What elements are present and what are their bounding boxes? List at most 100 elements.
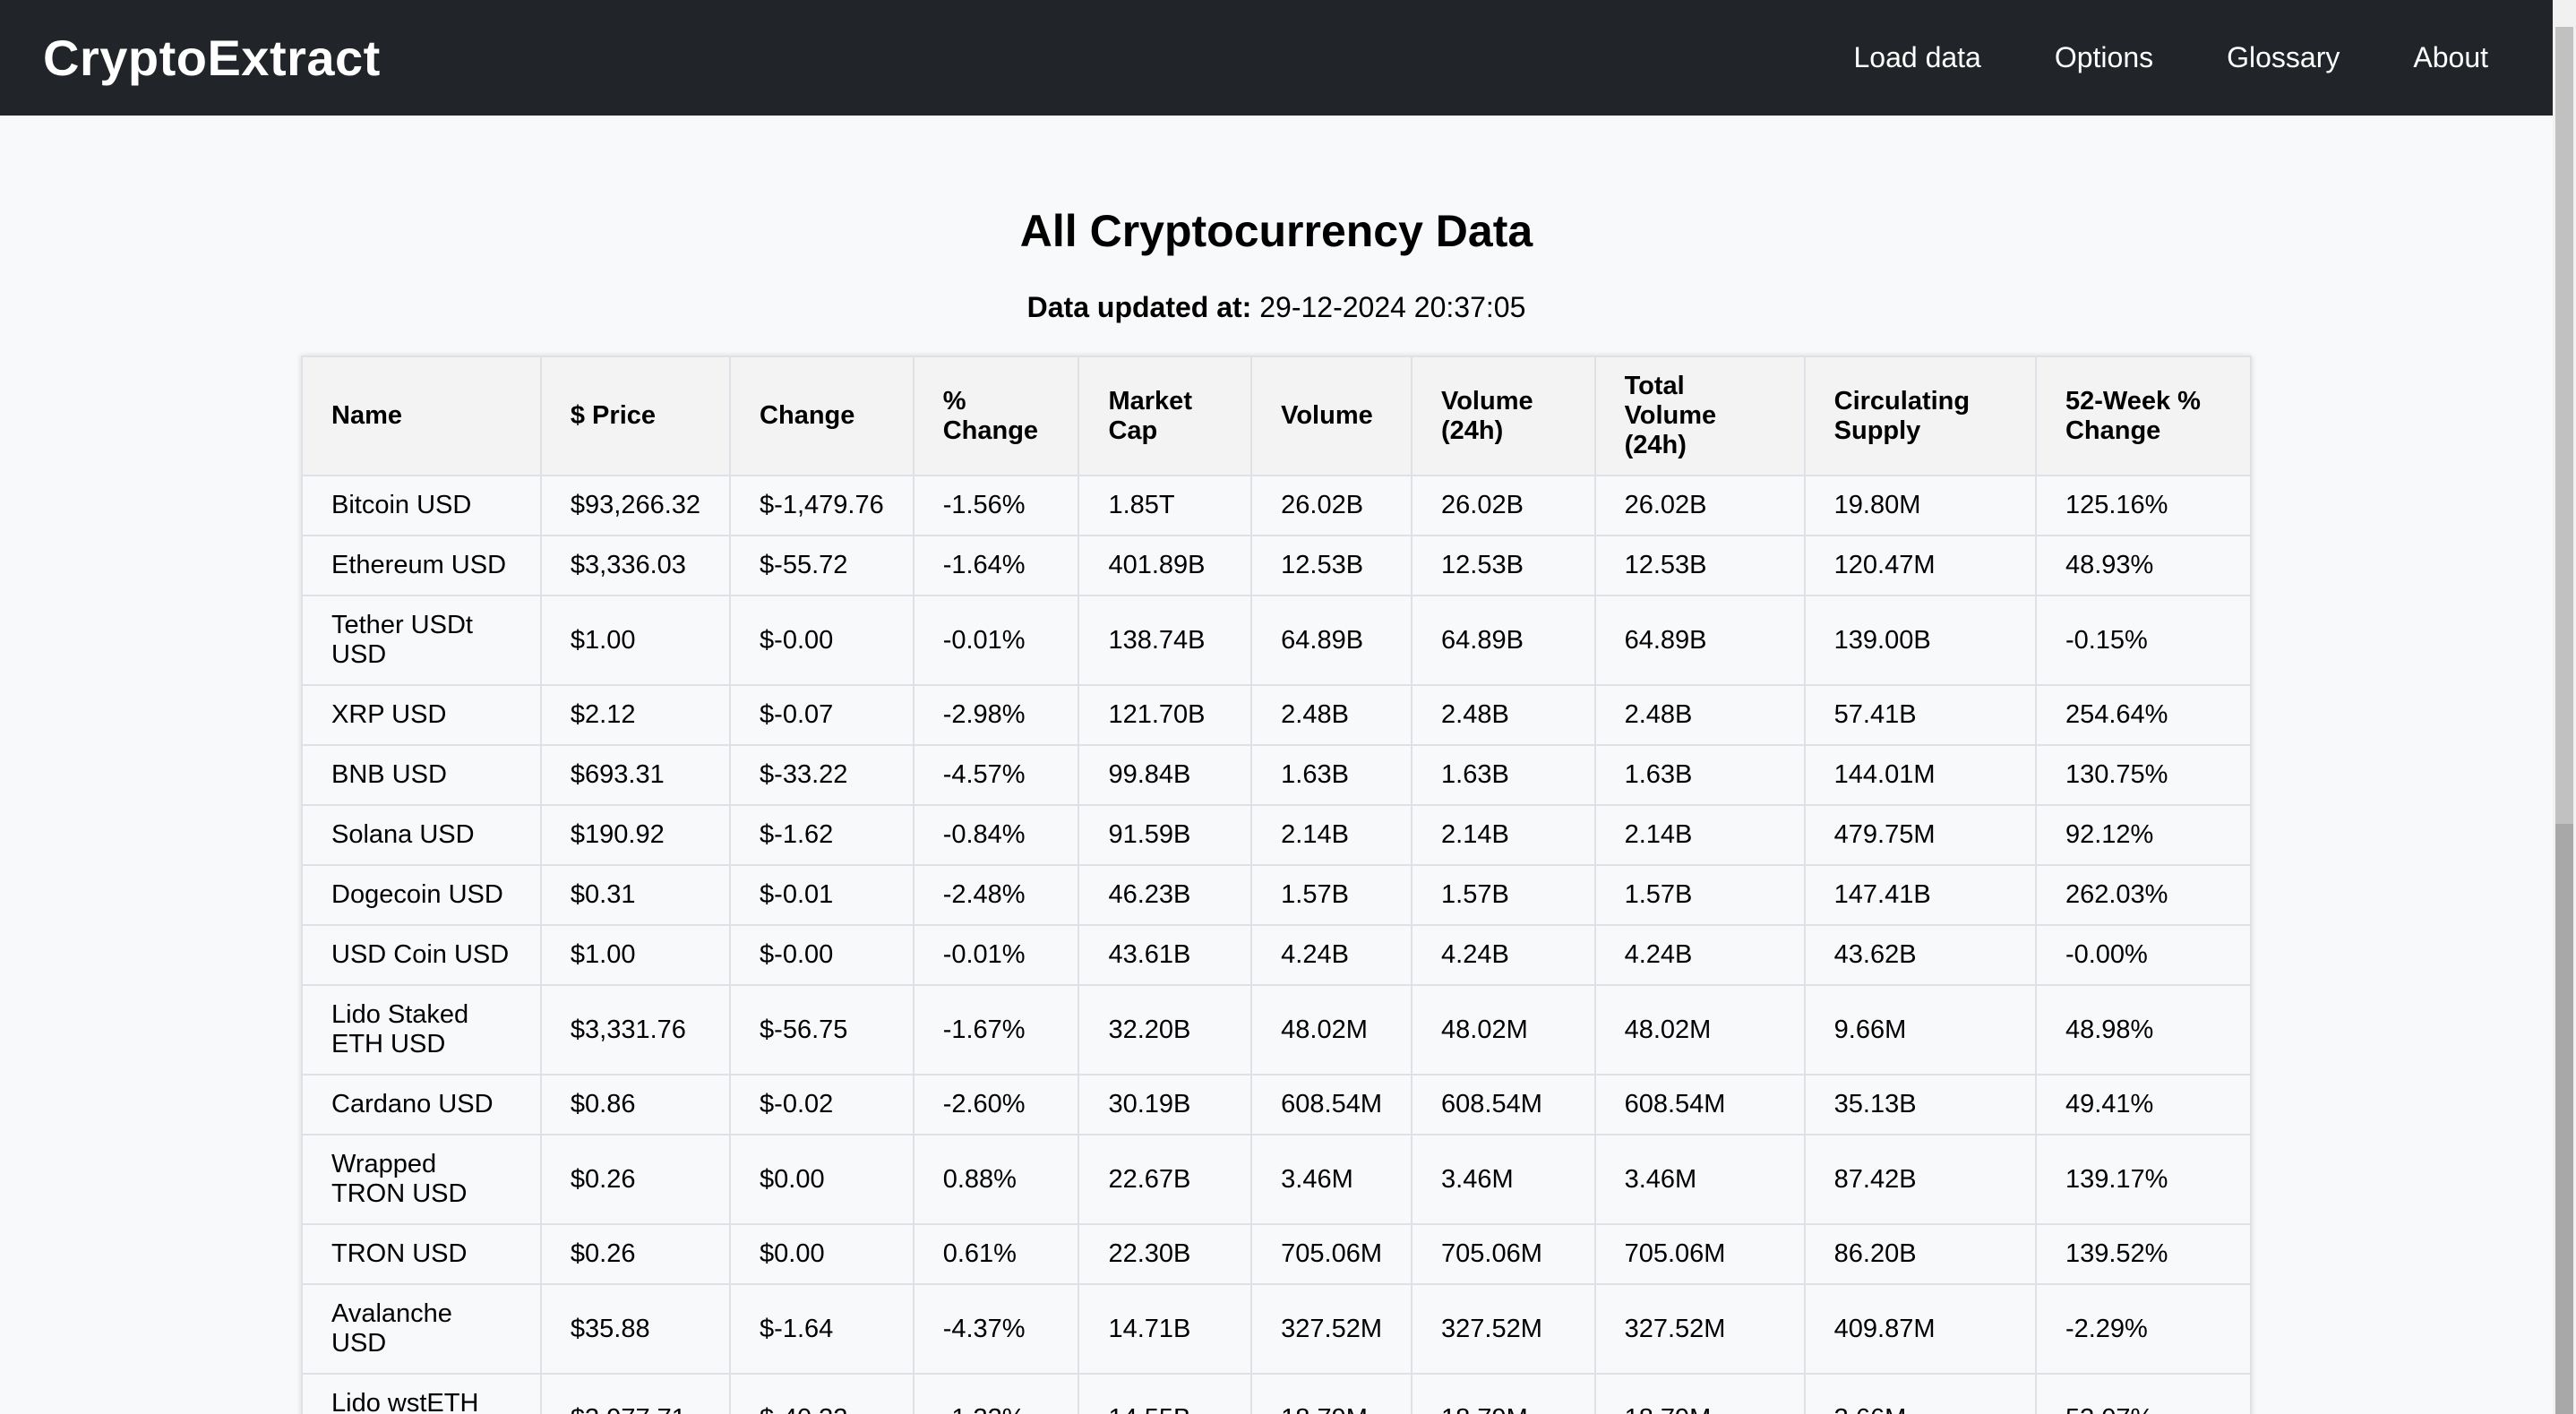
scrollbar[interactable] xyxy=(2553,0,2576,1414)
column-header: Total Volume (24h) xyxy=(1593,356,1806,476)
table-cell: -1.64% xyxy=(912,535,1080,596)
nav-load-data[interactable]: Load data xyxy=(1853,41,1981,73)
table-cell: 139.00B xyxy=(1803,595,2037,686)
coin-name-cell: Wrapped TRON USD xyxy=(301,1134,542,1225)
table-row: Avalanche USD $35.88 $-1.64 -4.37% 14.71B 327… xyxy=(301,1283,2253,1375)
table-cell: 120.47M xyxy=(1803,535,2037,596)
table-row: Lido Staked ETH USD $3,331.76 $-56.75 -1.67… xyxy=(301,984,2253,1075)
table-cell: 479.75M xyxy=(1803,804,2037,866)
table-cell: 409.87M xyxy=(1803,1283,2037,1375)
table-cell: $2.12 xyxy=(539,684,732,746)
table-row: Tether USDt USD $1.00 $-0.00 -0.01% 138.74B 6… xyxy=(301,595,2253,686)
column-header: Name xyxy=(301,356,542,476)
table-cell: -2.98% xyxy=(912,684,1080,746)
coin-name-cell: Tether USDt USD xyxy=(301,595,542,686)
coin-name-cell: Solana USD xyxy=(301,804,542,866)
coin-name-cell: Cardano USD xyxy=(301,1074,542,1135)
table-cell: 26.02B xyxy=(1593,475,1806,536)
table-cell: 22.67B xyxy=(1078,1134,1253,1225)
table-cell: 0.88% xyxy=(912,1134,1080,1225)
table-cell: -2.29% xyxy=(2034,1283,2253,1375)
table-cell: 705.06M xyxy=(1411,1223,1596,1285)
table-cell: 49.41% xyxy=(2034,1074,2253,1135)
table-row: Solana USD $190.92 $-1.62 -0.84% 91.59B 2.14B… xyxy=(301,804,2253,866)
table-cell: 1.63B xyxy=(1411,744,1596,806)
column-header: Change xyxy=(729,356,914,476)
table-cell: 64.89B xyxy=(1593,595,1806,686)
table-cell: $1.00 xyxy=(539,595,732,686)
table-cell: 2.14B xyxy=(1593,804,1806,866)
table-cell: 18.79M xyxy=(1411,1373,1596,1414)
table-cell: $35.88 xyxy=(539,1283,732,1375)
table-cell: $0.00 xyxy=(729,1134,914,1225)
column-header: Market Cap xyxy=(1078,356,1253,476)
table-row: Ethereum USD $3,336.03 $-55.72 -1.64% 401.89… xyxy=(301,535,2253,596)
table-cell: $190.92 xyxy=(539,804,732,866)
table-cell: 64.89B xyxy=(1250,595,1413,686)
coin-name-cell: BNB USD xyxy=(301,744,542,806)
table-cell: 48.93% xyxy=(2034,535,2253,596)
table-cell: $93,266.32 xyxy=(539,475,732,536)
table-cell: 18.79M xyxy=(1250,1373,1413,1414)
scrollbar-thumb[interactable] xyxy=(2555,27,2573,824)
table-cell: -2.48% xyxy=(912,864,1080,926)
table-cell: 327.52M xyxy=(1593,1283,1806,1375)
table-cell: $3,331.76 xyxy=(539,984,732,1075)
table-cell: 57.41B xyxy=(1803,684,2037,746)
table-cell: 2.48B xyxy=(1593,684,1806,746)
table-cell: 43.62B xyxy=(1803,924,2037,986)
table-cell: -0.01% xyxy=(912,924,1080,986)
nav-glossary[interactable]: Glossary xyxy=(2227,41,2340,73)
crypto-table: Name $ Price Change% Change Market Cap Volum… xyxy=(301,356,2253,1414)
table-cell: 705.06M xyxy=(1250,1223,1413,1285)
table-body: Bitcoin USD $93,266.32 $-1,479.76 -1.56% 1.8… xyxy=(301,475,2253,1414)
navbar: CryptoExtract Load data Options Glossary… xyxy=(0,0,2553,116)
table-cell: 1.57B xyxy=(1250,864,1413,926)
table-cell: 144.01M xyxy=(1803,744,2037,806)
table-cell: 30.19B xyxy=(1078,1074,1253,1135)
table-cell: -1.67% xyxy=(912,984,1080,1075)
table-cell: 35.13B xyxy=(1803,1074,2037,1135)
table-cell: 12.53B xyxy=(1250,535,1413,596)
table-cell: 99.84B xyxy=(1078,744,1253,806)
table-cell: $-33.22 xyxy=(729,744,914,806)
coin-name-cell: Lido wstETH USD xyxy=(301,1373,542,1414)
data-updated: Data updated at: 29-12-2024 20:37:05 xyxy=(0,291,2553,324)
brand-logo[interactable]: CryptoExtract xyxy=(43,30,381,86)
table-cell: $3,336.03 xyxy=(539,535,732,596)
table-cell: 401.89B xyxy=(1078,535,1253,596)
table-cell: 19.80M xyxy=(1803,475,2037,536)
scrollbar-track-lower[interactable] xyxy=(2555,824,2573,1414)
table-cell: 43.61B xyxy=(1078,924,1253,986)
table-row: Lido wstETH USD$3,977.71$-40.32-1.32%14.… xyxy=(301,1373,2253,1414)
table-cell: 4.24B xyxy=(1593,924,1806,986)
table-cell: $-40.32 xyxy=(729,1373,914,1414)
table-cell: 22.30B xyxy=(1078,1223,1253,1285)
table-cell: 1.57B xyxy=(1411,864,1596,926)
table-cell: 2.48B xyxy=(1411,684,1596,746)
table-cell: $0.00 xyxy=(729,1223,914,1285)
table-cell: 3.46M xyxy=(1250,1134,1413,1225)
table-cell: 46.23B xyxy=(1078,864,1253,926)
table-cell: 64.89B xyxy=(1411,595,1596,686)
table-cell: 3.46M xyxy=(1411,1134,1596,1225)
nav-about[interactable]: About xyxy=(2413,41,2488,73)
table-row: USD Coin USD $1.00 $-0.00 -0.01% 43.61B 4.24B… xyxy=(301,924,2253,986)
table-cell: 1.85T xyxy=(1078,475,1253,536)
table-cell: 327.52M xyxy=(1250,1283,1413,1375)
table-cell: 18.79M xyxy=(1593,1373,1806,1414)
table-cell: 48.98% xyxy=(2034,984,2253,1075)
nav-options[interactable]: Options xyxy=(2054,41,2154,73)
table-cell: 26.02B xyxy=(1411,475,1596,536)
table-cell: -0.15% xyxy=(2034,595,2253,686)
table-cell: 705.06M xyxy=(1593,1223,1806,1285)
coin-name-cell: Bitcoin USD xyxy=(301,475,542,536)
table-cell: -4.37% xyxy=(912,1283,1080,1375)
table-cell: 4.24B xyxy=(1411,924,1596,986)
table-cell: 3.66M xyxy=(1803,1373,2037,1414)
table-cell: 0.61% xyxy=(912,1223,1080,1285)
table-cell: 139.52% xyxy=(2034,1223,2253,1285)
table-cell: $-0.02 xyxy=(729,1074,914,1135)
table-cell: 53.07% xyxy=(2034,1373,2253,1414)
table-cell: 87.42B xyxy=(1803,1134,2037,1225)
